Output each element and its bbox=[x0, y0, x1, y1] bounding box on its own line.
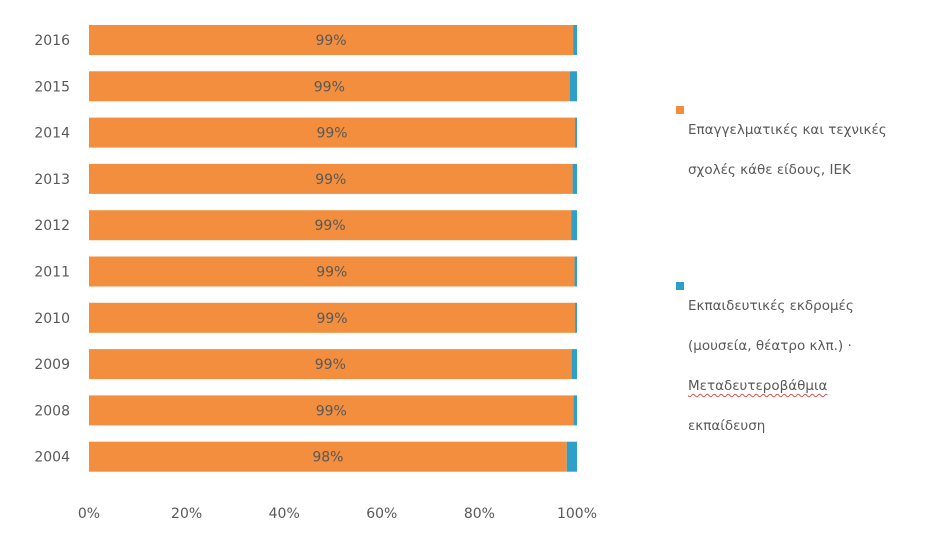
category-label-2009: 2009 bbox=[34, 357, 70, 373]
bar-segment-vocational-2009 bbox=[89, 349, 572, 380]
legend-swatch-orange bbox=[676, 106, 684, 114]
category-label-2004: 2004 bbox=[34, 450, 70, 466]
bar-segment-excursions-2014 bbox=[575, 117, 577, 148]
data-label-2004: 98% bbox=[312, 450, 343, 466]
bar-segment-excursions-2010 bbox=[575, 302, 577, 333]
x-tick-label-100pct: 100% bbox=[557, 506, 597, 522]
chart-legend-secondary: Εκπαιδευτικές εκδρομές (μουσεία, θέατρο … bbox=[676, 276, 926, 456]
bar-segment-vocational-2010 bbox=[89, 302, 576, 333]
bar-segment-excursions-2004 bbox=[566, 441, 577, 472]
x-tick-label-40pct: 40% bbox=[269, 506, 300, 522]
bar-segment-excursions-2016 bbox=[573, 25, 577, 55]
category-label-2008: 2008 bbox=[34, 403, 70, 419]
legend-item-vocational: Επαγγελματικές και τεχνικές σχολές κάθε … bbox=[676, 100, 926, 200]
data-label-2015: 99% bbox=[314, 79, 345, 95]
bar-segment-excursions-2013 bbox=[572, 163, 577, 194]
bar-segment-vocational-2011 bbox=[89, 256, 575, 287]
x-tick-label-0pct: 0% bbox=[78, 506, 100, 522]
bar-segment-excursions-2008 bbox=[573, 395, 577, 426]
data-label-2011: 99% bbox=[316, 265, 347, 281]
category-label-2010: 2010 bbox=[34, 311, 70, 327]
category-label-2012: 2012 bbox=[34, 218, 70, 234]
category-label-2014: 2014 bbox=[34, 126, 70, 142]
x-tick-label-60pct: 60% bbox=[366, 506, 397, 522]
category-label-2015: 2015 bbox=[34, 79, 70, 95]
data-label-2009: 99% bbox=[315, 357, 346, 373]
x-tick-label-80pct: 80% bbox=[464, 506, 495, 522]
bar-segment-vocational-2013 bbox=[89, 163, 573, 194]
x-tick-label-20pct: 20% bbox=[171, 506, 202, 522]
category-label-2016: 2016 bbox=[34, 33, 70, 49]
bar-segment-excursions-2009 bbox=[571, 349, 577, 380]
data-label-2008: 99% bbox=[316, 403, 347, 419]
bar-segment-excursions-2011 bbox=[574, 256, 577, 287]
data-label-2010: 99% bbox=[316, 311, 347, 327]
bar-segment-vocational-2014 bbox=[89, 117, 576, 148]
legend-excursions-line-4: εκπαίδευση bbox=[688, 418, 766, 434]
bar-segment-excursions-2015 bbox=[569, 71, 577, 102]
bar-segment-vocational-2016 bbox=[89, 25, 574, 55]
data-label-2016: 99% bbox=[315, 33, 346, 49]
legend-swatch-blue bbox=[676, 282, 684, 290]
data-label-2012: 99% bbox=[315, 218, 346, 234]
legend-excursions-line-3: Μεταδευτεροβάθμια bbox=[688, 378, 828, 394]
bar-segment-vocational-2008 bbox=[89, 395, 574, 426]
bar-segment-vocational-2015 bbox=[89, 71, 570, 102]
bar-segment-vocational-2012 bbox=[89, 210, 572, 241]
legend-item-excursions: Εκπαιδευτικές εκδρομές (μουσεία, θέατρο … bbox=[676, 276, 926, 456]
category-label-2013: 2013 bbox=[34, 172, 70, 188]
legend-excursions-line-2: (μουσεία, θέατρο κλπ.) · bbox=[688, 338, 852, 354]
data-label-2013: 99% bbox=[315, 172, 346, 188]
data-label-2014: 99% bbox=[316, 126, 347, 142]
legend-vocational-line-2: σχολές κάθε είδους, ΙΕΚ bbox=[688, 162, 851, 178]
category-label-2011: 2011 bbox=[34, 265, 70, 281]
legend-vocational-line-1: Επαγγελματικές και τεχνικές bbox=[688, 122, 887, 138]
legend-excursions-line-1: Εκπαιδευτικές εκδρομές bbox=[688, 298, 854, 314]
bar-segment-excursions-2012 bbox=[571, 210, 577, 241]
chart-legend: Επαγγελματικές και τεχνικές σχολές κάθε … bbox=[676, 100, 926, 200]
bar-segment-vocational-2004 bbox=[89, 441, 567, 472]
